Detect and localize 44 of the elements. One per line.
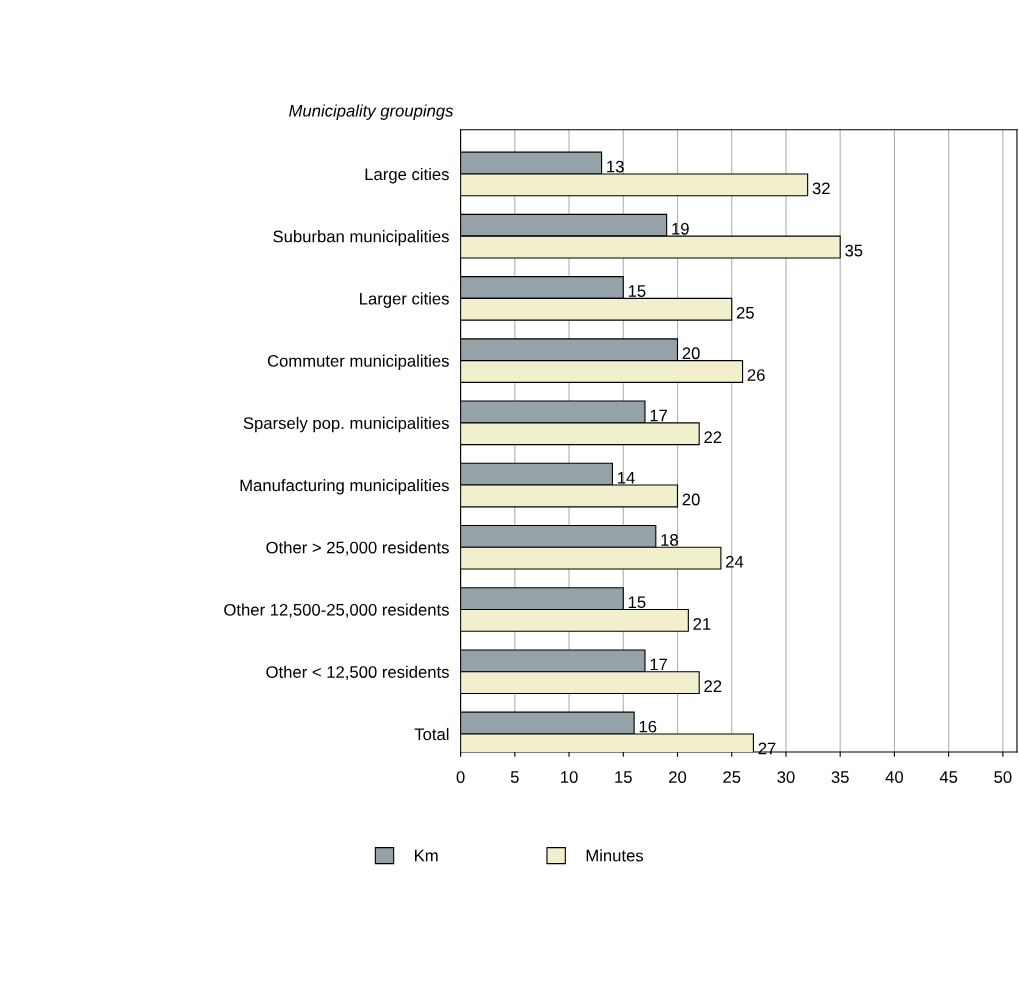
legend-label: Minutes xyxy=(586,849,644,862)
y-tick-label: Larger cities xyxy=(360,292,449,308)
x-tick-label: 40 xyxy=(885,771,904,783)
data-label: 35 xyxy=(845,244,863,257)
y-tick-label: Total xyxy=(414,727,449,741)
x-tick-label: 25 xyxy=(723,771,741,783)
data-label: 15 xyxy=(628,285,646,297)
data-label: 17 xyxy=(650,409,667,422)
data-label: 22 xyxy=(704,431,722,444)
data-label: 18 xyxy=(661,534,678,546)
data-label: 15 xyxy=(628,596,646,609)
x-tick-label: 35 xyxy=(831,771,849,783)
data-label: 13 xyxy=(607,160,624,173)
data-label: 19 xyxy=(672,222,689,235)
data-label: 16 xyxy=(639,720,657,733)
y-tick-label: Other 12,500-25,000 residents xyxy=(224,603,449,618)
y-tick-label: Commuter municipalities xyxy=(267,354,449,371)
y-tick-label: Suburban municipalities xyxy=(273,230,449,246)
data-label: 17 xyxy=(650,658,667,671)
y-tick-label: Sparsely pop. municipalities xyxy=(243,416,449,433)
x-tick-label: 45 xyxy=(939,771,958,783)
legend-label: Km xyxy=(415,849,438,862)
data-label: 24 xyxy=(726,555,744,568)
data-label: 26 xyxy=(747,369,765,381)
data-label: 25 xyxy=(736,306,754,319)
data-label: 20 xyxy=(682,493,700,506)
data-label: 22 xyxy=(704,680,722,692)
y-axis-title: Municipality groupings xyxy=(289,104,454,120)
data-label: 21 xyxy=(693,618,711,630)
data-label: 27 xyxy=(758,742,776,755)
x-tick-label: 20 xyxy=(669,771,687,783)
y-tick-label: Other > 25,000 residents xyxy=(266,541,449,556)
x-tick-label: 15 xyxy=(615,771,632,783)
x-tick-label: 50 xyxy=(994,771,1012,783)
data-label: 32 xyxy=(812,182,830,195)
data-label: 20 xyxy=(682,347,700,360)
y-tick-label: Manufacturing municipalities xyxy=(240,479,449,495)
y-tick-label: Other < 12,500 residents xyxy=(266,665,449,680)
x-tick-label: 30 xyxy=(777,771,795,783)
x-tick-label: 0 xyxy=(456,771,465,783)
data-label: 14 xyxy=(618,471,635,484)
y-tick-label: Large cities xyxy=(365,167,449,184)
x-tick-label: 5 xyxy=(510,771,519,783)
x-tick-label: 10 xyxy=(561,771,578,783)
